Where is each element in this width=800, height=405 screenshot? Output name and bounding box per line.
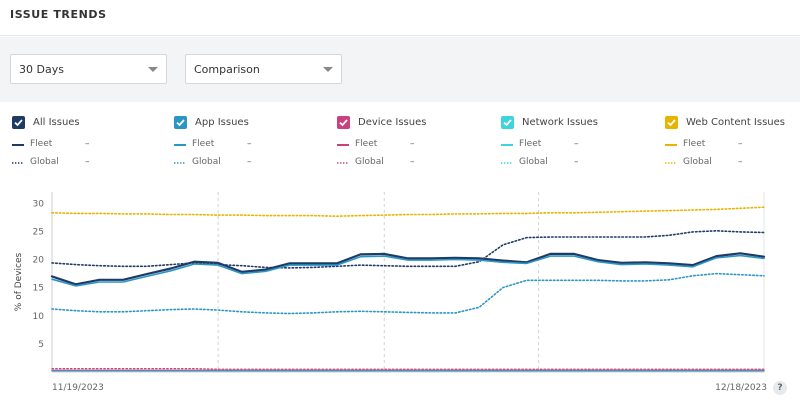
chart-grid	[51, 192, 765, 373]
legend-row-global: Global –	[174, 157, 334, 169]
comparison-dropdown[interactable]: Comparison	[185, 54, 342, 84]
y-tick-label: 15	[33, 284, 44, 294]
legend-fleet-label: Fleet	[30, 139, 53, 149]
solid-line-icon	[501, 144, 513, 146]
legend-fleet-label: Fleet	[192, 139, 215, 149]
series-line-web-global	[51, 206, 765, 218]
x-axis-start-label: 11/19/2023	[52, 383, 104, 393]
legend-group-all-issues: All Issues Fleet – Global –	[12, 112, 172, 172]
solid-line-icon	[174, 144, 186, 146]
series-line-app-fleet	[51, 254, 765, 287]
chevron-down-icon	[148, 67, 158, 72]
period-dropdown[interactable]: 30 Days	[10, 54, 167, 84]
legend-global-label: Global	[683, 157, 712, 167]
dotted-line-icon	[665, 162, 677, 164]
legend-global-label: Global	[30, 157, 59, 167]
legend-row-fleet: Fleet –	[12, 139, 172, 151]
legend-global-label: Global	[192, 157, 221, 167]
series-line-app-global	[51, 272, 765, 315]
checkbox-icon[interactable]	[337, 116, 350, 129]
legend-fleet-value: –	[247, 139, 252, 149]
legend-label: Web Content Issues	[686, 117, 785, 128]
legend-row-global: Global –	[337, 157, 497, 169]
y-tick-label: 20	[33, 256, 45, 266]
comparison-dropdown-value: Comparison	[194, 63, 260, 76]
legend-global-value: –	[574, 157, 579, 167]
legend-group-web-content-issues: Web Content Issues Fleet – Global –	[665, 112, 800, 172]
x-axis-end-label: 12/18/2023	[715, 383, 767, 393]
legend-label: App Issues	[195, 117, 249, 128]
legend-fleet-value: –	[85, 139, 90, 149]
legend-fleet-label: Fleet	[519, 139, 542, 149]
legend-row-global: Global –	[501, 157, 661, 169]
y-tick-label: 25	[33, 227, 44, 237]
issue-trends-chart[interactable]: 5 10 15 20 25 30 % of Devices 11/19/2023 12/1…	[0, 182, 800, 405]
legend-row-fleet: Fleet –	[174, 139, 334, 151]
legend-global-label: Global	[519, 157, 548, 167]
dotted-line-icon	[12, 162, 24, 164]
legend-row-global: Global –	[665, 157, 800, 169]
help-icon[interactable]: ?	[773, 381, 787, 395]
legend-fleet-label: Fleet	[355, 139, 378, 149]
solid-line-icon	[665, 144, 677, 146]
legend-global-value: –	[247, 157, 252, 167]
chevron-down-icon	[323, 67, 333, 72]
legend-fleet-label: Fleet	[683, 139, 706, 149]
y-axis-title: % of Devices	[14, 252, 24, 311]
legend-group-device-issues: Device Issues Fleet – Global –	[337, 112, 497, 172]
dotted-line-icon	[174, 162, 186, 164]
chart-legend: All Issues Fleet – Global – App Issues F…	[0, 112, 800, 172]
legend-group-app-issues: App Issues Fleet – Global –	[174, 112, 334, 172]
page-title: ISSUE TRENDS	[10, 8, 107, 21]
legend-fleet-value: –	[738, 139, 743, 149]
y-axis-ticks: 5 10 15 20 25 30	[33, 199, 45, 350]
legend-label: Network Issues	[522, 117, 599, 128]
checkbox-icon[interactable]	[665, 116, 678, 129]
dotted-line-icon	[337, 162, 349, 164]
legend-global-value: –	[410, 157, 415, 167]
filter-toolbar: 30 Days Comparison	[0, 37, 800, 102]
legend-row-global: Global –	[12, 157, 172, 169]
chart-series	[50, 206, 766, 372]
series-line-all-global	[51, 229, 765, 269]
issue-trends-header: ISSUE TRENDS	[0, 0, 800, 36]
legend-fleet-value: –	[574, 139, 579, 149]
solid-line-icon	[12, 144, 24, 146]
period-dropdown-value: 30 Days	[19, 63, 64, 76]
legend-global-label: Global	[355, 157, 384, 167]
solid-line-icon	[337, 144, 349, 146]
legend-row-fleet: Fleet –	[501, 139, 661, 151]
y-tick-label: 10	[33, 312, 45, 322]
checkbox-icon[interactable]	[174, 116, 187, 129]
y-tick-label: 5	[38, 340, 44, 350]
series-line-device-global	[51, 368, 765, 370]
legend-global-value: –	[738, 157, 743, 167]
legend-row-fleet: Fleet –	[665, 139, 800, 151]
checkbox-icon[interactable]	[12, 116, 25, 129]
legend-row-fleet: Fleet –	[337, 139, 497, 151]
legend-global-value: –	[85, 157, 90, 167]
legend-label: Device Issues	[358, 117, 427, 128]
checkbox-icon[interactable]	[501, 116, 514, 129]
legend-group-network-issues: Network Issues Fleet – Global –	[501, 112, 661, 172]
legend-label: All Issues	[33, 117, 80, 128]
series-line-all-fleet	[50, 252, 766, 286]
y-tick-label: 30	[33, 199, 45, 209]
legend-fleet-value: –	[410, 139, 415, 149]
dotted-line-icon	[501, 162, 513, 164]
